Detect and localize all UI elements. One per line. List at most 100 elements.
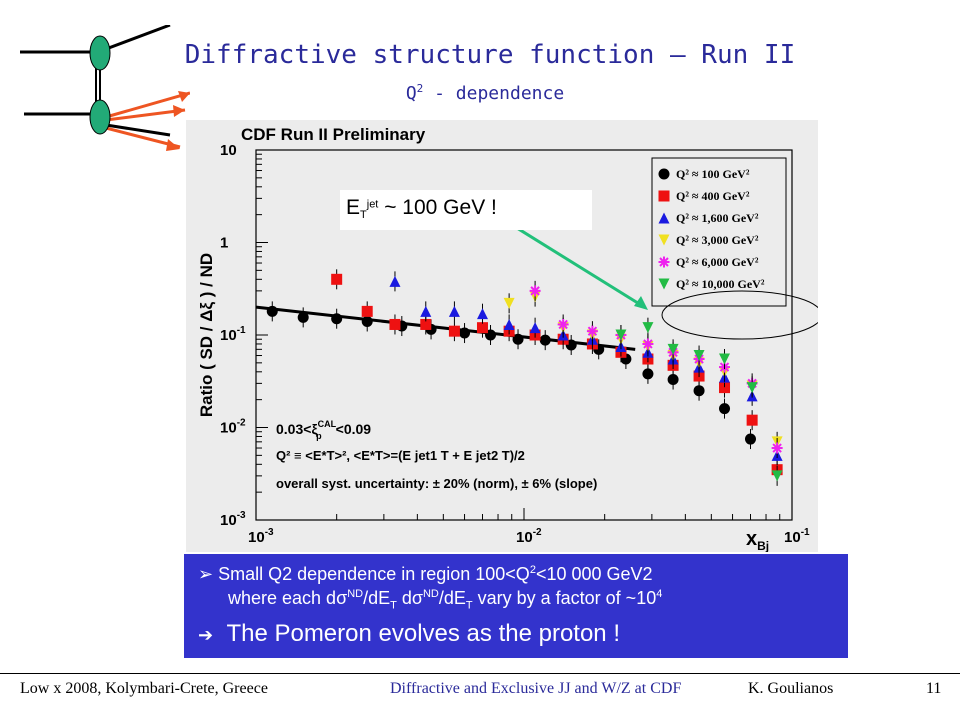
logo-blob <box>89 35 111 71</box>
data-point <box>693 350 705 362</box>
slide-subtitle: Q2 - dependence <box>380 82 590 104</box>
annotation-syst: overall syst. uncertainty: ± 20% (norm),… <box>276 476 597 491</box>
legend-marker <box>658 256 670 268</box>
legend-marker <box>658 278 670 290</box>
diffraction-diagram-logo <box>20 25 190 151</box>
line2-c: d <box>396 588 412 608</box>
xi-sub: p <box>316 431 322 441</box>
et-rest: ~ 100 GeV ! <box>378 196 497 219</box>
footer-talk-title: Diffractive and Exclusive JJ and W/Z at … <box>390 680 682 697</box>
y-tick-exponent: -2 <box>237 418 246 429</box>
data-point <box>503 318 515 330</box>
data-point <box>719 353 731 365</box>
footer-page-number: 11 <box>926 680 942 697</box>
et-jet-label: ETjet ~ 100 GeV ! <box>340 190 592 230</box>
legend-marker <box>658 212 670 224</box>
x-tick-mantissa: 10 <box>784 529 801 546</box>
data-point-stroke <box>772 443 782 453</box>
legend-marker-stroke <box>659 257 669 267</box>
line2-sigma2: σ <box>411 588 423 608</box>
data-point <box>459 327 471 339</box>
data-point <box>512 333 524 345</box>
data-point <box>642 368 654 380</box>
right-arrow-icon: ➔ <box>198 625 214 645</box>
data-point <box>529 285 541 297</box>
data-point <box>744 433 756 445</box>
line2-sup1: ND <box>347 588 364 600</box>
data-point <box>719 403 731 415</box>
chart-svg: CDF Run II Preliminary 10-3 10-2 10-110-31… <box>186 120 818 552</box>
line2-sub2: T <box>465 599 473 612</box>
data-point <box>771 470 783 482</box>
x-tick-exponent: -2 <box>533 527 542 538</box>
line2-sub1: T <box>390 599 397 612</box>
data-point <box>539 334 551 346</box>
data-point <box>667 343 679 355</box>
x-axis-label-main: x <box>746 528 757 550</box>
data-point <box>389 275 401 287</box>
xi-sym: ξ <box>311 421 318 437</box>
data-point <box>476 322 488 334</box>
legend-label: Q² ≈ 3,000 GeV² <box>676 233 759 247</box>
line1-a: Small Q2 dependence in region 100<Q <box>218 564 530 584</box>
series-1 <box>266 301 756 450</box>
legend-label: Q² ≈ 6,000 GeV² <box>676 255 759 269</box>
data-point-stroke <box>587 326 598 336</box>
logo-blob <box>89 99 111 135</box>
legend-frame <box>651 157 787 307</box>
pointer-arrowhead <box>634 296 648 310</box>
conclusion-text: The Pomeron evolves as the proton ! <box>226 620 620 647</box>
line1-b: <10 000 GeV2 <box>535 564 653 584</box>
y-tick-label: 10-1 <box>220 325 246 344</box>
y-tick-mantissa: 10 <box>220 327 237 344</box>
data-point <box>557 318 569 330</box>
legend-label: Q² ≈ 100 GeV² <box>676 167 750 181</box>
bullet-line-2: where each dσND/dET dσND/dET vary by a f… <box>228 588 662 612</box>
line2-a: where each d <box>228 588 337 608</box>
legend: Q² ≈ 100 GeV² Q² ≈ 400 GeV² Q² ≈ 1,600 GeV… <box>651 157 787 307</box>
legend-label: Q² ≈ 400 GeV² <box>676 189 750 203</box>
data-point <box>746 382 758 394</box>
et-sup: jet <box>366 198 379 211</box>
data-point <box>448 305 460 317</box>
logo-arrow <box>105 108 186 122</box>
data-point-stroke <box>643 339 653 349</box>
legend-marker <box>658 168 670 180</box>
x-tick-mantissa: 10 <box>248 529 265 546</box>
line2-sup3: 4 <box>656 588 663 600</box>
data-point <box>693 385 705 397</box>
data-point <box>389 318 401 330</box>
line2-e: vary by a factor of ~10 <box>472 588 657 608</box>
line2-sigma1: σ <box>336 588 348 608</box>
data-point <box>297 311 309 323</box>
x-tick-exponent: -1 <box>801 527 810 538</box>
legend-marker <box>658 190 670 202</box>
data-point <box>448 325 460 337</box>
xi-range-b: <0.09 <box>336 421 372 437</box>
data-point <box>361 305 373 317</box>
chart-panel: CDF Run II Preliminary 10-3 10-2 10-1 10-3 1… <box>186 120 818 552</box>
data-point <box>331 313 343 325</box>
y-tick-mantissa: 1 <box>220 235 228 252</box>
legend-label: Q² ≈ 1,600 GeV² <box>676 211 759 225</box>
logo-line <box>105 123 171 137</box>
data-point <box>667 374 679 386</box>
data-point <box>331 273 343 285</box>
plot-frame <box>255 149 793 521</box>
y-tick-label: 10 <box>220 142 237 159</box>
subtitle-sup: 2 <box>416 82 424 95</box>
x-tick-label: 10-1 <box>784 527 810 546</box>
x-tick-label: 10-3 <box>248 527 274 546</box>
bullet-arrow-icon: ➢ <box>198 564 219 584</box>
x-tick-mantissa: 10 <box>516 529 533 546</box>
slide-title: Diffractive structure function – Run II <box>184 40 796 70</box>
pointer-arrow <box>495 213 642 307</box>
data-point-stroke <box>530 286 540 296</box>
y-tick-mantissa: 10 <box>220 420 237 437</box>
chart-title: CDF Run II Preliminary <box>241 125 426 144</box>
y-tick-label: 1 <box>220 235 228 252</box>
y-axis-label: Ratio ( SD / Δξ ) / ND <box>197 253 216 417</box>
data-point <box>642 322 654 334</box>
data-point <box>266 305 278 317</box>
footer-divider <box>0 673 960 674</box>
